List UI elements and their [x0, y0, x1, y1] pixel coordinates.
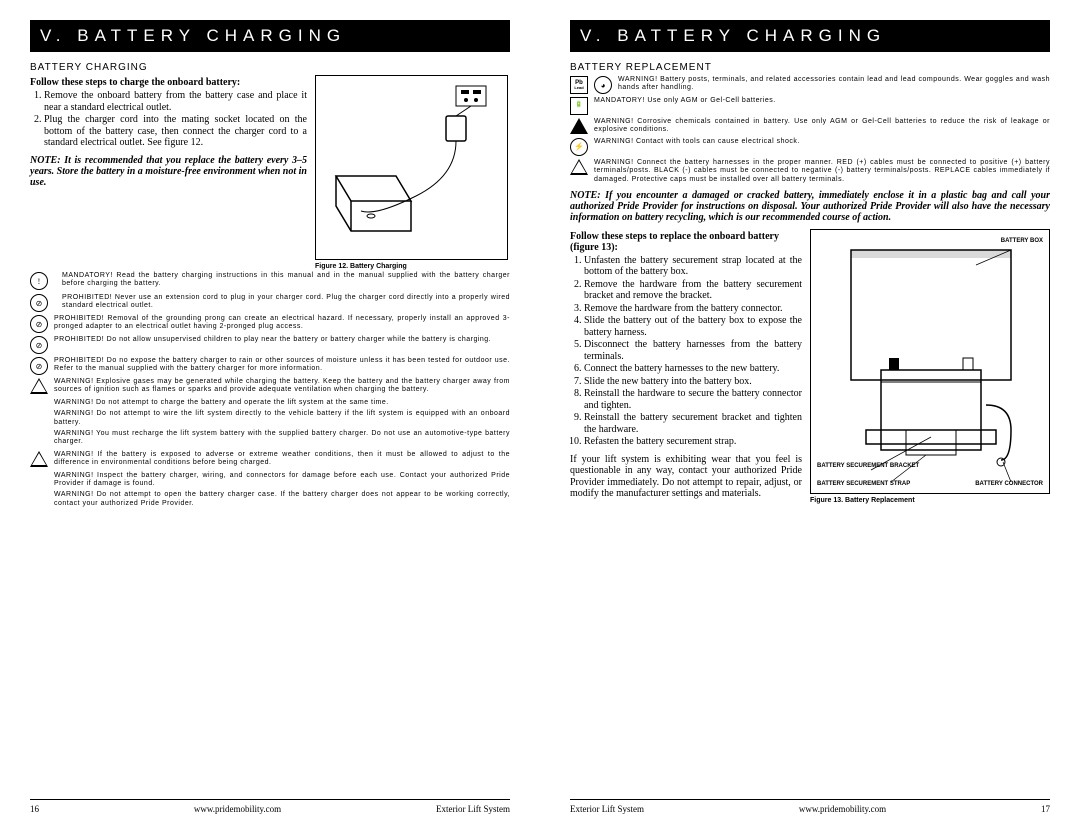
rstep-7: Slide the new battery into the battery b…: [584, 376, 802, 388]
page-number-r: 17: [1041, 804, 1050, 814]
page-number: 16: [30, 804, 39, 814]
section-title-charging: BATTERY CHARGING: [30, 62, 510, 73]
warn-t-0: WARNING! If the battery is exposed to ad…: [54, 451, 510, 468]
note-left: NOTE: It is recommended that you replace…: [30, 155, 307, 188]
label-strap: BATTERY SECUREMENT STRAP: [817, 481, 910, 487]
top-icon-text-3: WARNING! Contact with tools can cause el…: [594, 138, 1050, 146]
top-icon-text-1: MANDATORY! Use only AGM or Gel-Cell batt…: [594, 97, 1050, 105]
page-17: V. BATTERY CHARGING BATTERY REPLACEMENT …: [540, 0, 1080, 834]
rstep-8: Reinstall the hardware to secure the bat…: [584, 388, 802, 411]
icon-text-5: WARNING! Explosive gases may be generate…: [54, 378, 510, 395]
footer-product-r: Exterior Lift System: [570, 804, 644, 814]
warn-2: WARNING! You must recharge the lift syst…: [54, 430, 510, 447]
top-icon-text-4: WARNING! Connect the battery harnesses i…: [594, 159, 1050, 184]
note-right: NOTE: If you encounter a damaged or crac…: [570, 190, 1050, 223]
icon-text-0: MANDATORY! Read the battery charging ins…: [62, 272, 510, 290]
footer-product: Exterior Lift System: [436, 804, 510, 814]
icon-text-4: PROHIBITED! Do no expose the battery cha…: [54, 357, 510, 374]
prohibited-icon: ⊘: [30, 294, 48, 312]
icon-text-3: PROHIBITED! Do not allow unsupervised ch…: [54, 336, 510, 344]
rstep-6: Connect the battery harnesses to the new…: [584, 363, 802, 375]
rstep-5: Disconnect the battery harnesses from th…: [584, 339, 802, 362]
warn-0: WARNING! Do not attempt to charge the ba…: [54, 399, 510, 407]
icon-text-2: PROHIBITED! Removal of the grounding pro…: [54, 315, 510, 332]
warn-1: WARNING! Do not attempt to wire the lift…: [54, 410, 510, 427]
rstep-1: Unfasten the battery securement strap lo…: [584, 255, 802, 278]
warn-t-1: WARNING! Inspect the battery charger, wi…: [54, 472, 510, 489]
footer-url: www.pridemobility.com: [194, 804, 281, 814]
shock-icon: ⚡: [570, 138, 588, 156]
mandatory-icon: !: [30, 272, 48, 290]
battery-icon: 🔋: [570, 97, 588, 115]
warning-icon: [570, 159, 588, 175]
figure-12-box: [315, 75, 508, 260]
corrosive-icon: [570, 118, 588, 134]
top-icon-text-0: WARNING! Battery posts, terminals, and r…: [618, 76, 1050, 93]
warning-icon: [30, 451, 48, 467]
figure-13-caption: Figure 13. Battery Replacement: [810, 497, 1050, 504]
step-2: Plug the charger cord into the mating so…: [44, 114, 307, 149]
top-icon-text-2: WARNING! Corrosive chemicals contained i…: [594, 118, 1050, 135]
page-header-left: V. BATTERY CHARGING: [30, 20, 510, 52]
figure-13-box: BATTERY BOX BATTERY SECUREMENT BRACKET B…: [810, 229, 1050, 494]
footer-url-r: www.pridemobility.com: [799, 804, 886, 814]
prohibited-icon: ⊘: [30, 357, 48, 375]
section-title-replacement: BATTERY REPLACEMENT: [570, 62, 1050, 73]
replacement-steps: Unfasten the battery securement strap lo…: [570, 255, 802, 448]
intro-bold-right: Follow these steps to replace the onboar…: [570, 231, 802, 253]
charging-steps: Remove the onboard battery from the batt…: [30, 90, 307, 149]
page-16: V. BATTERY CHARGING BATTERY CHARGING Fol…: [0, 0, 540, 834]
goggles-icon: ◕: [594, 76, 612, 94]
figure-12-caption: Figure 12. Battery Charging: [315, 263, 510, 270]
warning-icon: [30, 378, 48, 394]
intro-bold-left: Follow these steps to charge the onboard…: [30, 77, 307, 88]
step-1: Remove the onboard battery from the batt…: [44, 90, 307, 113]
rstep-4: Slide the battery out of the battery box…: [584, 315, 802, 338]
footer-left: 16 www.pridemobility.com Exterior Lift S…: [30, 799, 510, 814]
footer-right: Exterior Lift System www.pridemobility.c…: [570, 799, 1050, 814]
closing-text: If your lift system is exhibiting wear t…: [570, 454, 802, 500]
label-connector: BATTERY CONNECTOR: [975, 481, 1043, 487]
prohibited-icon: ⊘: [30, 315, 48, 333]
page-header-right: V. BATTERY CHARGING: [570, 20, 1050, 52]
label-battery-box: BATTERY BOX: [1001, 238, 1043, 244]
rstep-2: Remove the hardware from the battery sec…: [584, 279, 802, 302]
rstep-3: Remove the hardware from the battery con…: [584, 303, 802, 315]
rstep-9: Reinstall the battery securement bracket…: [584, 412, 802, 435]
rstep-10: Refasten the battery securement strap.: [584, 436, 802, 448]
icon-text-1: PROHIBITED! Never use an extension cord …: [62, 294, 510, 312]
prohibited-icon: ⊘: [30, 336, 48, 354]
label-bracket: BATTERY SECUREMENT BRACKET: [817, 463, 919, 469]
warn-t-2: WARNING! Do not attempt to open the batt…: [54, 491, 510, 508]
pb-lead-icon: PbLead: [570, 76, 588, 94]
